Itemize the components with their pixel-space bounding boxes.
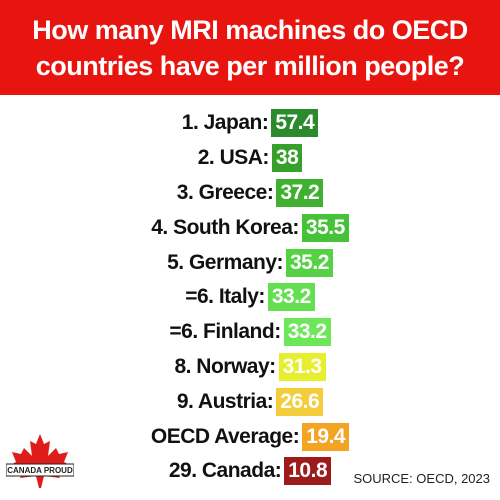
label: OECD Average: (150, 424, 300, 448)
row: 9. Austria: 26.6 (0, 384, 500, 419)
label: =6. Finland: (169, 320, 281, 344)
label: 1. Japan: (181, 111, 269, 135)
value-box: 31.3 (278, 352, 326, 381)
logo: CANADA PROUD (6, 434, 74, 488)
row: 29. Canada: 10.8 (0, 454, 500, 489)
label: 8. Norway: (174, 354, 276, 378)
label: 3. Greece: (176, 180, 274, 204)
source: SOURCE: OECD, 2023 (353, 471, 490, 486)
value-box: 33.2 (267, 283, 315, 312)
row: =6. Italy: 33.2 (0, 280, 500, 315)
row: 4. South Korea: 35.5 (0, 210, 500, 245)
label: 2. USA: (197, 146, 270, 170)
row: 3. Greece: 37.2 (0, 176, 500, 211)
value-box: 26.6 (276, 387, 324, 416)
value-box: 35.5 (301, 213, 349, 242)
row: 5. Germany: 35.2 (0, 245, 500, 280)
value-box: 33.2 (283, 318, 331, 347)
logo-text: CANADA PROUD (7, 466, 73, 475)
maple-leaf (10, 434, 70, 488)
label: 29. Canada: (168, 459, 282, 483)
logo-banner (6, 463, 74, 477)
value-box: 35.2 (286, 248, 333, 277)
title: How many MRI machines do OECD countries … (32, 14, 468, 81)
value-box: 57.4 (271, 109, 319, 138)
label: 9. Austria: (176, 389, 274, 413)
row: =6. Finland: 33.2 (0, 315, 500, 350)
ranking-list: 1. Japan: 57.4 2. USA: 38 3. Greece: 37.2 4. S… (0, 106, 500, 489)
row: 8. Norway: 31.3 (0, 350, 500, 385)
row: OECD Average: 19.4 (0, 419, 500, 454)
label: 4. South Korea: (151, 215, 299, 239)
label: 5. Germany: (167, 250, 283, 274)
value-box: 10.8 (284, 457, 332, 486)
value-box: 37.2 (276, 178, 324, 207)
row: 1. Japan: 57.4 (0, 106, 500, 141)
header: How many MRI machines do OECD countries … (0, 0, 500, 95)
value-box: 38 (271, 144, 303, 173)
value-box: 19.4 (302, 422, 350, 451)
label: =6. Italy: (185, 285, 265, 309)
row: 2. USA: 38 (0, 141, 500, 176)
